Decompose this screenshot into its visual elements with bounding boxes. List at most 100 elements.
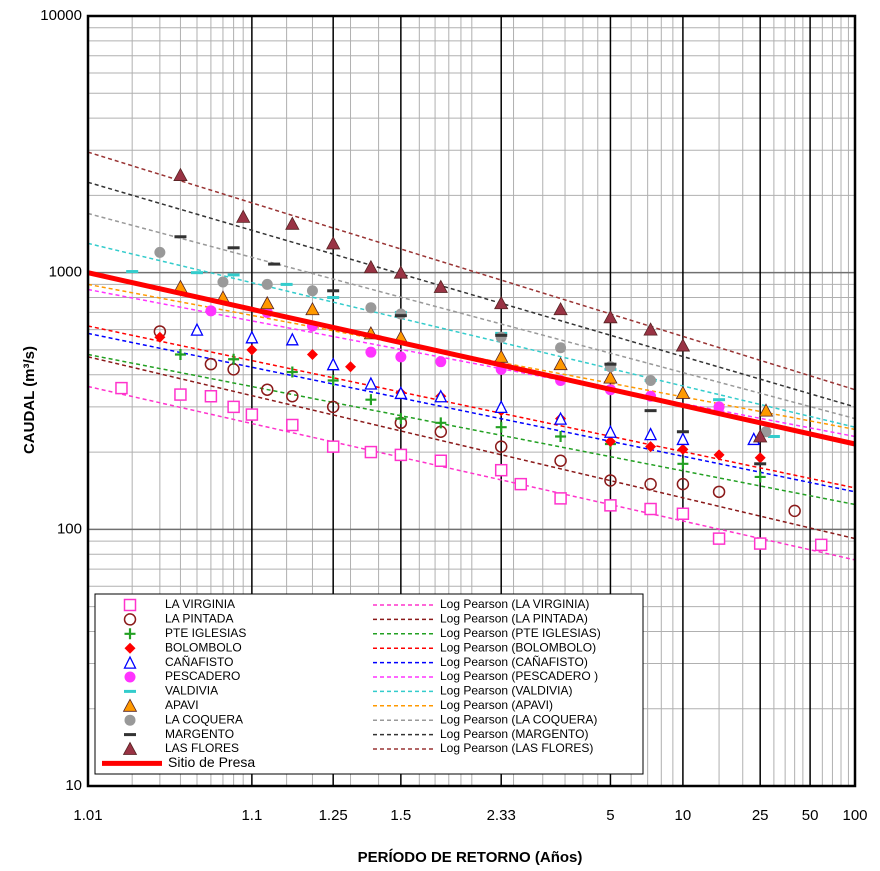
marker (553, 356, 568, 371)
x-tick-label: 10 (675, 807, 692, 824)
marker (554, 454, 567, 468)
legend-label: Log Pearson (LA VIRGINIA) (440, 597, 589, 611)
marker (554, 492, 567, 505)
marker (365, 394, 377, 406)
legend-label: Log Pearson (PTE IGLESIAS) (440, 626, 601, 640)
legend-label: Log Pearson (CAÑAFISTO) (440, 655, 588, 669)
fit-line (87, 212, 856, 420)
marker (495, 331, 507, 343)
marker (395, 351, 407, 363)
marker (154, 331, 166, 343)
legend-label: Log Pearson (VALDIVIA) (440, 684, 573, 698)
marker (126, 270, 139, 274)
marker (676, 477, 690, 491)
marker (434, 389, 448, 403)
marker (123, 598, 137, 612)
marker (555, 430, 567, 442)
marker (190, 271, 203, 275)
marker (753, 429, 768, 443)
marker (227, 273, 240, 277)
marker (713, 398, 726, 402)
marker (395, 413, 407, 425)
marker (788, 504, 801, 518)
marker (604, 435, 616, 447)
marker (554, 411, 568, 425)
marker (245, 408, 259, 421)
marker (644, 477, 657, 491)
x-tick-label: 2.33 (487, 807, 516, 824)
marker (494, 295, 509, 310)
marker (174, 388, 187, 401)
marker (760, 426, 772, 438)
legend-label: LAS FLORES (165, 741, 239, 755)
plot-frame (86, 14, 857, 788)
legend-label: LA PINTADA (165, 612, 233, 626)
fit-line (87, 151, 856, 391)
marker (604, 362, 617, 366)
marker (365, 302, 377, 314)
marker (173, 167, 188, 181)
marker (115, 381, 128, 395)
marker (676, 431, 690, 446)
y-axis-title: CAUDAL (m³/s) (21, 346, 38, 454)
marker (713, 401, 725, 413)
marker (604, 499, 617, 512)
marker (124, 671, 136, 683)
legend-label: Log Pearson (LA PINTADA) (440, 612, 588, 626)
marker (326, 357, 340, 371)
marker (245, 330, 259, 344)
fit-line (87, 356, 856, 540)
marker (217, 276, 229, 288)
x-tick-label: 1.01 (73, 807, 102, 824)
legend-label: LA COQUERA (165, 712, 243, 726)
marker (286, 389, 299, 403)
marker (236, 209, 251, 223)
marker (676, 430, 689, 434)
legend-label: BOLOMBOLO (165, 640, 242, 654)
fit-line (87, 325, 856, 489)
marker (644, 409, 657, 413)
marker (754, 471, 766, 483)
marker (124, 733, 136, 737)
marker (327, 289, 340, 293)
reference-line (87, 270, 856, 447)
legend-label: Log Pearson (APAVI) (440, 698, 553, 712)
marker (645, 375, 657, 387)
legend-label: CAÑAFISTO (165, 655, 233, 669)
legend-label: Log Pearson (LA COQUERA) (440, 712, 597, 726)
marker (123, 613, 137, 626)
marker (345, 361, 357, 373)
marker (395, 308, 407, 320)
y-tick-label: 10 (65, 777, 82, 794)
marker (553, 301, 568, 316)
marker (286, 418, 299, 432)
marker (227, 246, 240, 250)
marker (280, 282, 293, 286)
marker (677, 458, 689, 470)
marker (174, 348, 186, 360)
marker (122, 698, 138, 712)
marker (285, 216, 300, 230)
marker (364, 376, 378, 390)
marker (495, 333, 508, 337)
legend-box (94, 593, 644, 775)
marker (603, 370, 618, 384)
legend-label: Log Pearson (LAS FLORES) (440, 741, 593, 755)
fit-line (87, 385, 856, 561)
marker (494, 463, 508, 477)
marker (435, 356, 447, 368)
marker (434, 454, 448, 468)
x-tick-label: 25 (752, 807, 769, 824)
marker (555, 342, 567, 354)
marker (603, 424, 617, 438)
y-tick-label: 10000 (40, 7, 82, 24)
y-tick-label: 100 (57, 520, 82, 537)
marker (753, 537, 767, 550)
legend-label: Log Pearson (BOLOMBOLO) (440, 640, 596, 654)
marker (712, 532, 726, 545)
marker (676, 507, 690, 521)
marker (205, 305, 217, 317)
